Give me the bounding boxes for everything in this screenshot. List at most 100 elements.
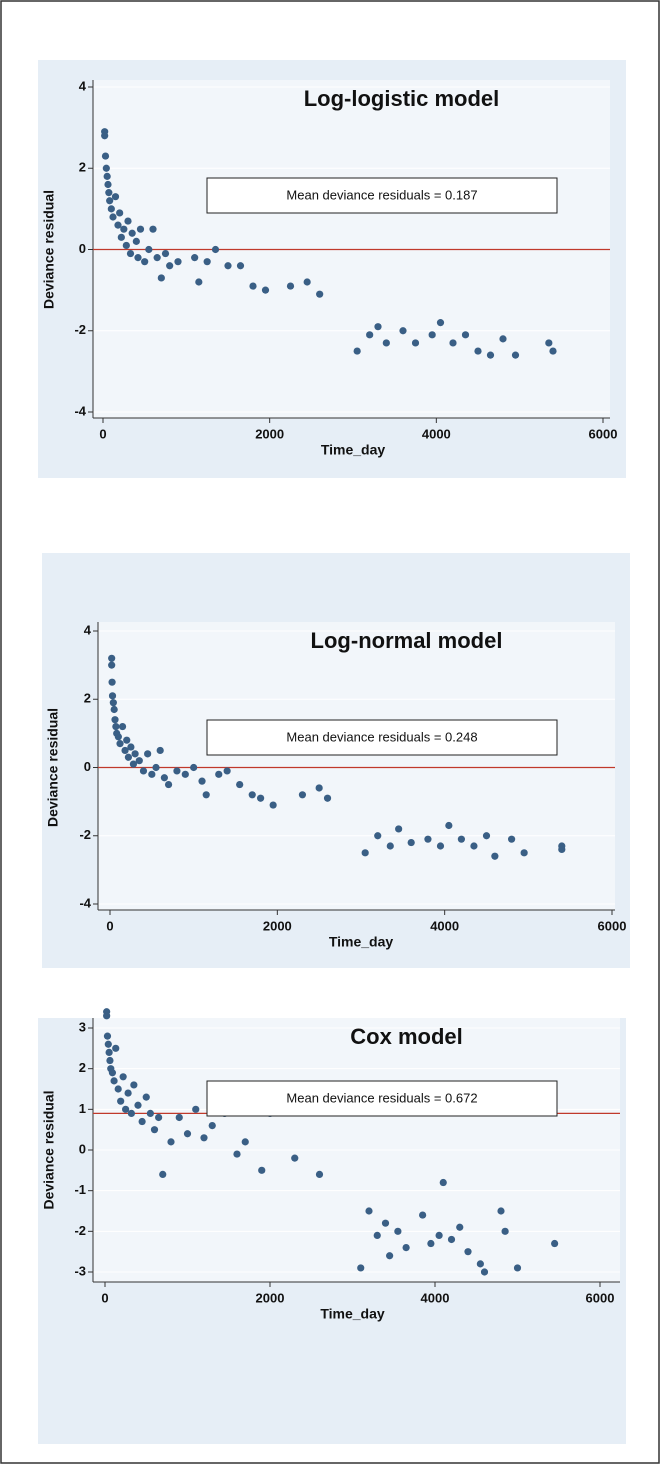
point: [146, 1109, 154, 1117]
y-tick-label: -1: [74, 1182, 86, 1197]
y-tick-label: -2: [79, 827, 91, 842]
chart-panel: -4 -2 0 2 4 0 2000 4000 6000 Log-logistic model Me…: [38, 60, 626, 478]
point: [549, 347, 557, 355]
point: [103, 1032, 112, 1040]
point: [134, 254, 142, 262]
point: [476, 1260, 484, 1268]
point: [112, 722, 120, 731]
point: [361, 849, 369, 857]
point: [116, 209, 124, 217]
point: [224, 262, 232, 270]
point: [134, 1101, 142, 1109]
point: [130, 1081, 138, 1089]
point: [192, 1105, 200, 1113]
x-tick-label: 0: [101, 1290, 108, 1305]
point: [181, 770, 189, 778]
point: [150, 1126, 159, 1134]
point: [447, 1235, 456, 1244]
y-tick-label: -2: [74, 322, 86, 337]
plot-area: [98, 622, 615, 910]
point: [166, 262, 174, 270]
point: [108, 678, 116, 686]
point: [117, 1097, 125, 1105]
point: [111, 716, 119, 724]
point: [153, 254, 161, 262]
y-tick-label: 3: [79, 1019, 86, 1034]
point: [120, 225, 128, 233]
y-tick-label: -3: [74, 1263, 86, 1278]
point: [424, 835, 432, 843]
point: [215, 770, 223, 778]
point: [316, 290, 324, 298]
point: [457, 835, 465, 843]
y-tick-label: 0: [84, 759, 91, 774]
point: [223, 767, 231, 775]
point: [501, 1227, 509, 1235]
point: [419, 1211, 427, 1219]
y-tick-label: 2: [79, 1060, 86, 1075]
point: [435, 1231, 443, 1239]
point: [202, 791, 210, 799]
y-tick-label: 2: [79, 160, 86, 175]
point: [174, 258, 182, 266]
point: [233, 1150, 241, 1158]
point: [382, 339, 390, 347]
point: [461, 331, 470, 339]
point: [428, 331, 436, 339]
point: [109, 213, 117, 221]
point: [107, 205, 115, 213]
point: [102, 164, 110, 172]
point: [149, 225, 157, 233]
point: [118, 722, 127, 731]
point: [124, 217, 132, 225]
point: [513, 1264, 522, 1272]
point: [104, 180, 112, 189]
point: [374, 832, 382, 840]
point: [128, 229, 136, 237]
point: [436, 842, 445, 850]
x-tick-label: 4000: [421, 1290, 450, 1305]
point: [139, 767, 148, 775]
point: [249, 282, 257, 290]
x-tick-label: 4000: [430, 918, 459, 933]
point: [152, 763, 160, 772]
point: [111, 193, 120, 201]
point: [138, 1117, 146, 1126]
point: [119, 1073, 127, 1081]
point: [114, 1085, 122, 1093]
point: [124, 753, 133, 761]
point: [101, 128, 109, 136]
x-tick-label: 2000: [256, 1290, 285, 1305]
point: [323, 794, 332, 802]
point: [108, 654, 116, 662]
point: [545, 339, 553, 347]
point: [374, 323, 382, 331]
point: [122, 241, 130, 250]
y-tick-label: -4: [79, 895, 91, 910]
point: [105, 1048, 113, 1056]
x-tick-label: 6000: [586, 1290, 615, 1305]
point: [144, 750, 152, 758]
point: [110, 1077, 118, 1085]
y-tick-label: 2: [84, 691, 91, 706]
point: [122, 1105, 130, 1113]
point: [142, 1093, 150, 1101]
point: [315, 1170, 324, 1178]
point: [159, 1170, 167, 1178]
point: [129, 760, 138, 768]
point: [402, 1244, 410, 1252]
point: [373, 1231, 381, 1239]
point: [103, 172, 111, 180]
point: [131, 750, 139, 758]
point: [148, 770, 156, 778]
annotation: Mean deviance residuals = 0.672: [286, 1090, 477, 1105]
point: [365, 1207, 373, 1215]
x-axis-label: Time_day: [329, 934, 394, 950]
point: [286, 282, 295, 290]
x-tick-label: 2000: [255, 426, 284, 441]
point: [198, 777, 206, 785]
point: [551, 1239, 559, 1248]
point: [105, 189, 113, 197]
x-tick-label: 4000: [422, 426, 451, 441]
annotation-box: [206, 177, 558, 214]
